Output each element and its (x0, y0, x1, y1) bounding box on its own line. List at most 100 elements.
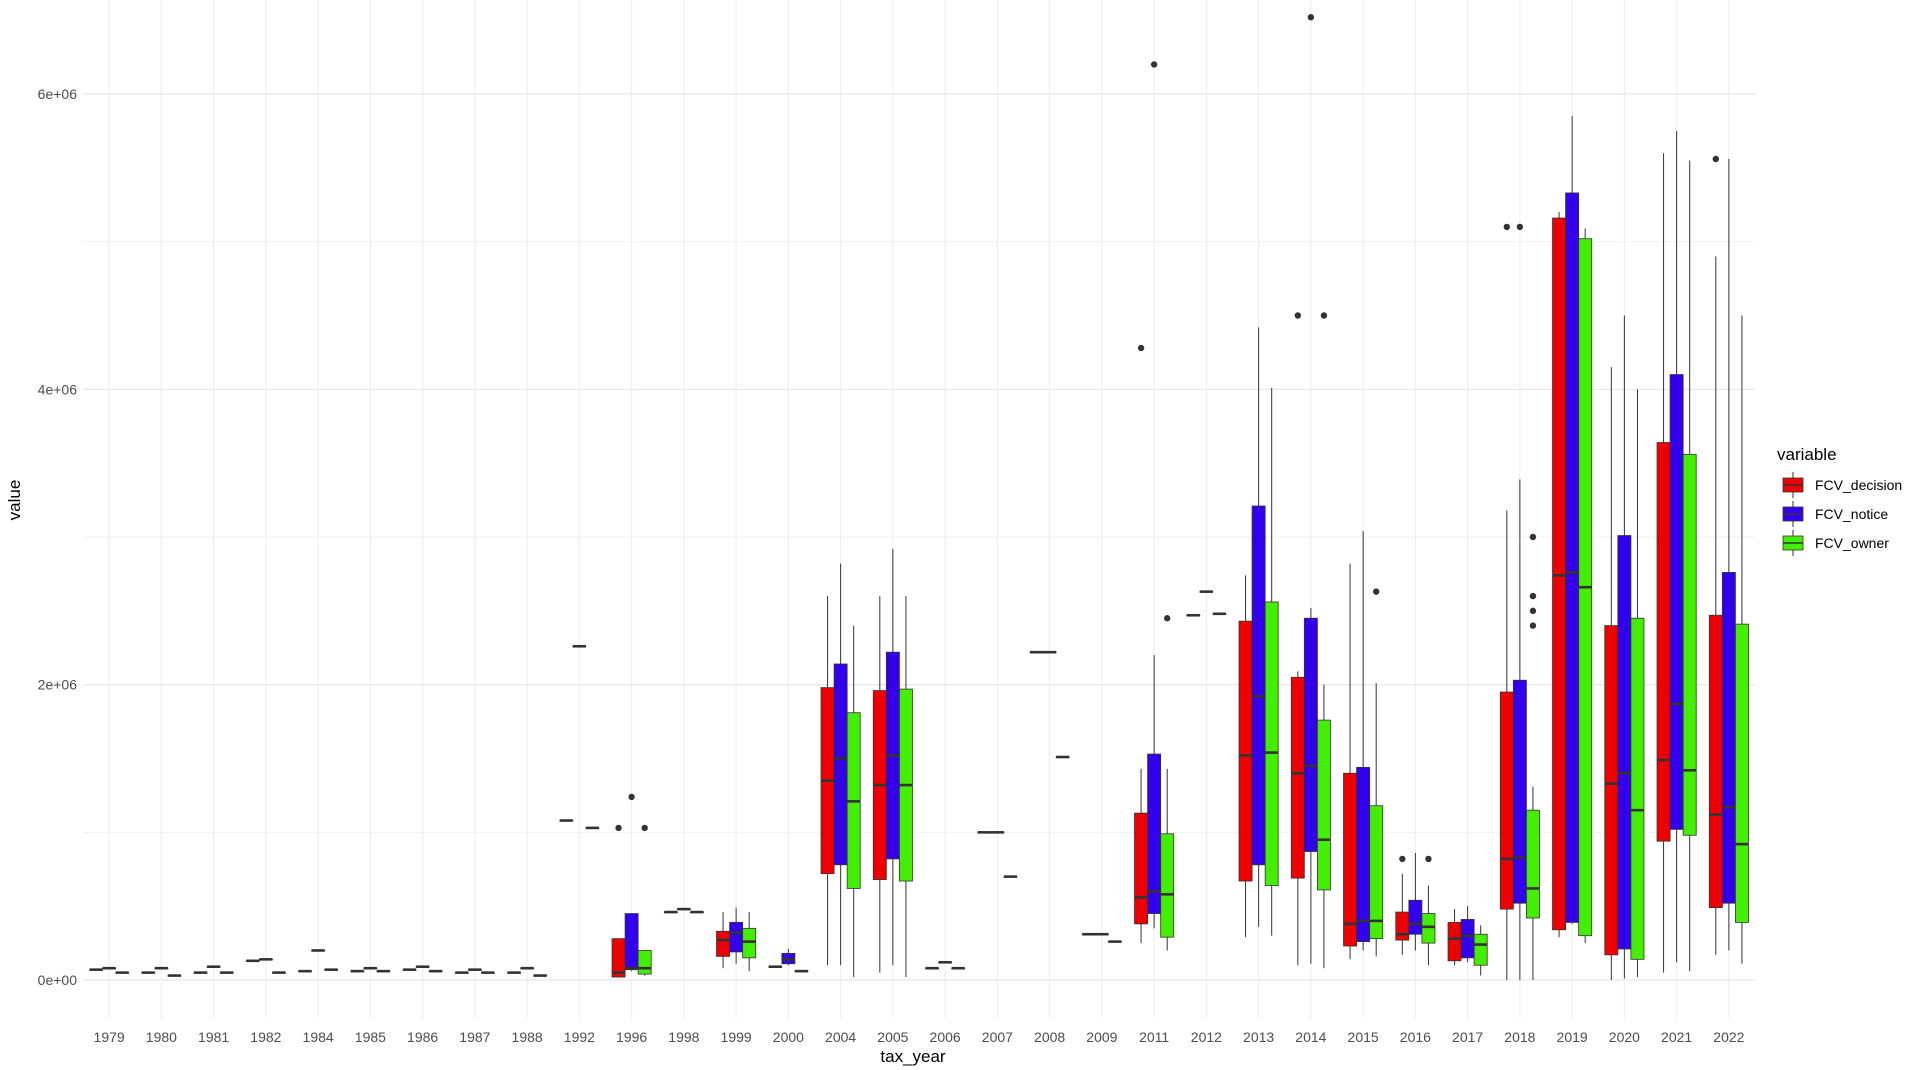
x-tick-label: 1985 (355, 1029, 386, 1045)
outlier-point (1529, 622, 1537, 629)
y-tick-label: 2e+06 (38, 677, 78, 693)
box-FCV_notice-2018 (1512, 223, 1527, 980)
box-rect (1565, 192, 1580, 923)
box-FCV_decision-1988 (507, 971, 521, 974)
box-FCV_owner-2016 (1421, 855, 1436, 966)
box-FCV_decision-2022 (1708, 155, 1723, 955)
box-marks (89, 14, 1749, 980)
box-FCV_owner-2014 (1317, 312, 1331, 969)
box-FCV_owner-2008 (1055, 755, 1070, 759)
box-rect (1238, 620, 1253, 882)
box-rect (611, 938, 626, 978)
box-FCV_owner-2011 (1160, 615, 1175, 951)
outlier-point (1529, 533, 1537, 541)
x-tick-label: 2018 (1504, 1029, 1535, 1045)
x-tick-label: 2007 (982, 1029, 1013, 1045)
outlier-point (1137, 344, 1145, 352)
x-tick-label: 1980 (146, 1029, 177, 1045)
box-FCV_decision-1986 (402, 968, 417, 971)
box-FCV_owner-1985 (376, 969, 391, 973)
box-rect (1147, 753, 1162, 914)
box-FCV_notice-1986 (415, 965, 430, 969)
box-FCV_owner-1981 (219, 971, 234, 974)
x-tick-label: 2021 (1661, 1029, 1692, 1045)
box-rect (1656, 442, 1671, 842)
box-FCV_decision-2015 (1343, 563, 1357, 960)
outlier-point (1307, 14, 1315, 21)
x-tick-label: 1987 (459, 1029, 490, 1045)
box-FCV_owner-1999 (742, 912, 757, 972)
box-rect (1735, 623, 1749, 923)
box-FCV_owner-2015 (1369, 588, 1384, 957)
box-FCV_notice-2011 (1147, 61, 1162, 929)
box-FCV_notice-2009 (1094, 932, 1109, 936)
box-FCV_notice-1998 (676, 907, 691, 911)
legend-entry-FCV_owner: FCV_owner (1782, 530, 1889, 556)
box-rect (1473, 933, 1488, 966)
box-FCV_notice-2005 (885, 548, 900, 966)
box-rect (1317, 719, 1331, 891)
box-FCV_owner-2005 (899, 596, 913, 978)
x-axis-title: tax_year (880, 1047, 946, 1066)
box-FCV_decision-2018 (1499, 223, 1514, 980)
box-FCV_owner-2000 (794, 969, 809, 973)
x-tick-label: 2008 (1034, 1029, 1065, 1045)
box-rect (1499, 691, 1514, 910)
box-FCV_decision-2000 (768, 965, 783, 969)
box-rect (1447, 922, 1462, 962)
box-FCV_owner-2022 (1735, 315, 1749, 964)
outlier-point (1516, 223, 1524, 231)
box-FCV_decision-2007 (977, 831, 992, 834)
legend: variable FCV_decision FCV_notice FCV_owner (1777, 445, 1902, 556)
box-FCV_owner-1982 (272, 971, 286, 974)
box-FCV_decision-2004 (820, 596, 835, 966)
y-tick-label: 6e+06 (38, 86, 78, 102)
box-rect (1526, 809, 1540, 919)
box-FCV_notice-2020 (1617, 315, 1632, 979)
x-tick-label: 1981 (198, 1029, 229, 1045)
box-FCV_decision-1998 (663, 910, 678, 914)
box-FCV_decision-1984 (298, 969, 312, 973)
x-tick-label: 1992 (564, 1029, 595, 1045)
box-rect (1160, 833, 1175, 938)
box-FCV_owner-1996 (637, 824, 652, 976)
outlier-point (1529, 592, 1537, 600)
box-rect (1408, 899, 1423, 935)
box-rect (1264, 601, 1279, 886)
box-FCV_notice-2015 (1356, 531, 1371, 951)
box-FCV_owner-1979 (115, 971, 130, 974)
outlier-point (1425, 855, 1432, 863)
box-rect (1617, 535, 1632, 950)
legend-title: variable (1777, 445, 1837, 464)
box-rect (1369, 805, 1384, 940)
box-FCV_decision-2013 (1238, 575, 1253, 938)
outlier-point (1503, 223, 1511, 231)
box-FCV_notice-1999 (729, 907, 744, 964)
box-FCV_owner-1986 (428, 969, 443, 973)
box-rect (1290, 676, 1305, 879)
legend-entry-FCV_notice: FCV_notice (1782, 501, 1888, 527)
box-FCV_notice-1992 (572, 644, 587, 648)
x-tick-label: 2006 (930, 1029, 961, 1045)
box-FCV_owner-2017 (1473, 925, 1488, 976)
box-rect (833, 663, 848, 866)
box-FCV_decision-2020 (1604, 367, 1619, 980)
y-axis-ticks: 0e+00 2e+06 4e+06 6e+06 (38, 86, 78, 988)
x-tick-label: 1979 (94, 1029, 125, 1045)
box-FCV_notice-1982 (258, 958, 273, 961)
box-FCV_decision-2012 (1186, 613, 1201, 617)
x-tick-label: 2022 (1713, 1029, 1744, 1045)
box-FCV_decision-2019 (1552, 212, 1566, 938)
outlier-point (1529, 607, 1537, 615)
box-FCV_notice-2019 (1565, 116, 1580, 924)
y-tick-label: 4e+06 (38, 381, 78, 397)
box-FCV_notice-1981 (206, 965, 221, 969)
box-FCV_decision-1992 (559, 819, 574, 822)
y-tick-label: 0e+00 (38, 972, 78, 988)
legend-label: FCV_decision (1815, 477, 1902, 493)
box-rect (1721, 572, 1736, 904)
x-tick-label: 2005 (877, 1029, 908, 1045)
box-FCV_owner-1980 (167, 974, 182, 977)
box-FCV_notice-1985 (363, 966, 378, 970)
